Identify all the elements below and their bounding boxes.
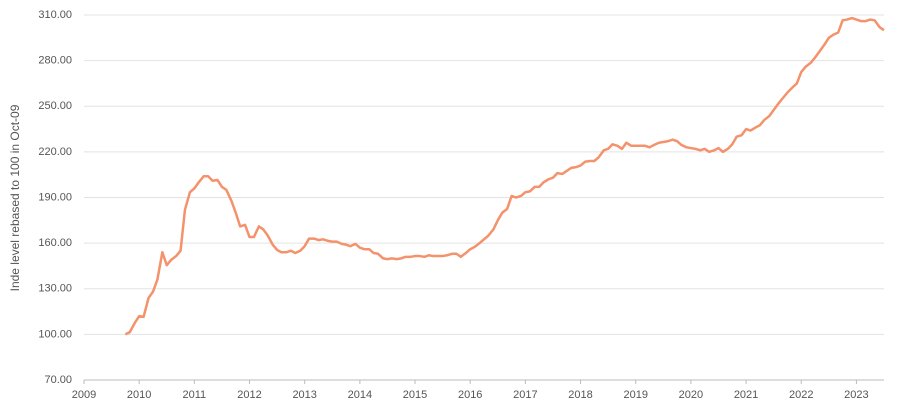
y-tick-label: 70.00 xyxy=(44,374,72,386)
x-tick-label: 2010 xyxy=(127,389,151,401)
y-tick-label: 190.00 xyxy=(38,191,72,203)
x-tick-label: 2023 xyxy=(844,389,868,401)
x-tick-label: 2015 xyxy=(403,389,427,401)
x-tick-label: 2012 xyxy=(237,389,261,401)
y-tick-label: 220.00 xyxy=(38,146,72,158)
x-tick-label: 2016 xyxy=(458,389,482,401)
x-tick-label: 2017 xyxy=(513,389,537,401)
x-tick-label: 2013 xyxy=(292,389,316,401)
x-tick-label: 2019 xyxy=(623,389,647,401)
y-tick-label: 100.00 xyxy=(38,328,72,340)
y-tick-label: 310.00 xyxy=(38,9,72,21)
y-tick-label: 280.00 xyxy=(38,55,72,67)
y-axis-title: Inde level rebased to 100 in Oct-09 xyxy=(8,104,22,291)
y-tick-label: 130.00 xyxy=(38,283,72,295)
x-tick-label: 2021 xyxy=(734,389,758,401)
y-tick-label: 160.00 xyxy=(38,237,72,249)
x-tick-label: 2009 xyxy=(72,389,96,401)
x-tick-label: 2020 xyxy=(679,389,703,401)
y-tick-label: 250.00 xyxy=(38,100,72,112)
x-tick-label: 2022 xyxy=(789,389,813,401)
x-tick-label: 2011 xyxy=(183,389,207,401)
x-tick-label: 2018 xyxy=(568,389,592,401)
x-tick-label: 2014 xyxy=(348,389,372,401)
line-series xyxy=(124,16,885,336)
